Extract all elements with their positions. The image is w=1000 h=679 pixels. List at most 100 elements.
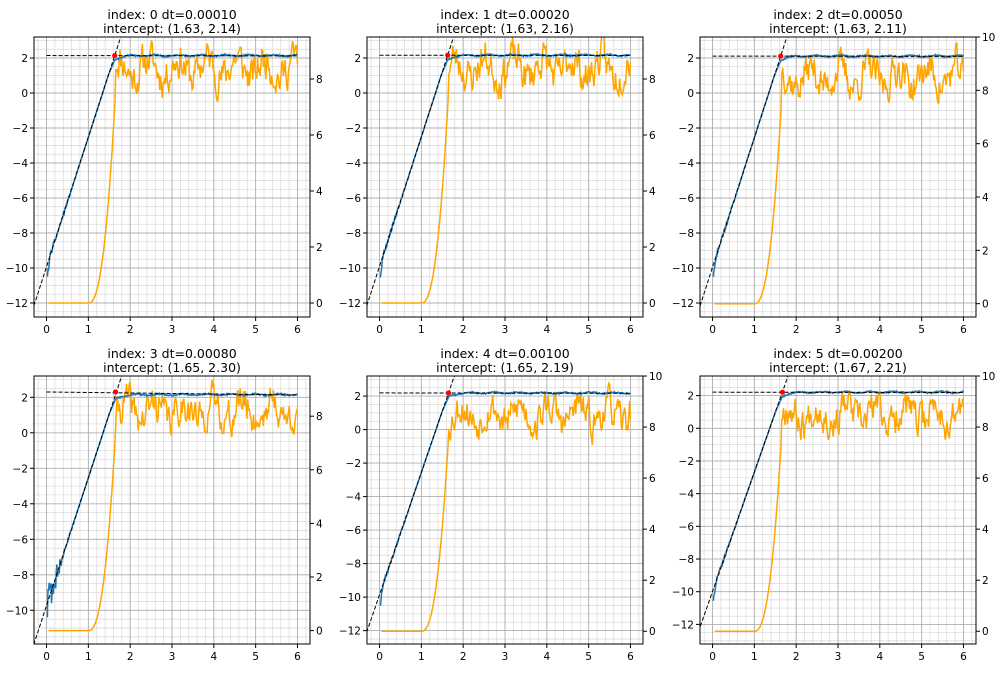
y-tick-label: −10	[6, 605, 28, 617]
y-tick-label: −2	[346, 458, 361, 470]
x-tick-label: 2	[793, 651, 800, 663]
x-tick-label: 1	[418, 324, 425, 336]
y-tick-label: −6	[679, 193, 695, 205]
y-axis-left: 2 0 −2 −4 −6 −8 −10 −12	[339, 391, 367, 638]
y-tick-label: −4	[346, 492, 362, 504]
x-tick-label: 1	[85, 651, 92, 663]
y-tick-label: −12	[6, 298, 28, 310]
series-orange-line	[381, 380, 632, 632]
subplot-subtitle: intercept: (1.63, 2.11)	[769, 21, 907, 36]
y-right-tick-label: 0	[982, 626, 989, 638]
x-tick-label: 5	[252, 324, 259, 336]
intercept-point	[445, 390, 452, 396]
y-tick-label: −12	[672, 298, 694, 310]
y-tick-label: −2	[13, 123, 28, 135]
y-tick-label: −10	[672, 587, 694, 599]
y-axis-right: 0 2 4 6 8 10	[643, 371, 662, 638]
x-tick-label: 3	[835, 324, 842, 336]
x-tick-label: 3	[502, 324, 509, 336]
fit-slope-line	[367, 37, 455, 307]
y-right-tick-label: 2	[982, 245, 989, 257]
subplot-title: index: 5 dt=0.00200	[773, 346, 902, 361]
x-tick-label: 4	[210, 324, 217, 336]
y-right-tick-label: 8	[316, 411, 323, 423]
x-tick-label: 6	[960, 324, 967, 336]
x-tick-label: 0	[43, 651, 50, 663]
y-axis-right: 0 2 4 6 8 10	[976, 32, 995, 311]
x-tick-label: 2	[460, 651, 467, 663]
subplot-2: 0 1 2 3 4 5 6 2 0 −2 −4 −6 −8 −10 −12 0 2 4 6 8 10 index: 2 d…	[672, 7, 996, 336]
subplot-subtitle: intercept: (1.63, 2.14)	[103, 21, 241, 36]
x-tick-label: 1	[85, 324, 92, 336]
y-axis-right: 0 2 4 6 8	[310, 74, 323, 310]
y-tick-label: 2	[687, 53, 694, 65]
x-tick-label: 5	[252, 651, 259, 663]
series-orange-line	[48, 40, 299, 304]
y-right-tick-label: 4	[982, 192, 989, 204]
y-tick-label: 0	[21, 88, 28, 100]
x-tick-label: 3	[169, 324, 176, 336]
grid	[34, 37, 310, 317]
y-axis-left: 2 0 −2 −4 −6 −8 −10	[6, 392, 34, 617]
fit-slope-line	[700, 376, 789, 629]
subplot-title: index: 1 dt=0.00020	[440, 7, 569, 22]
intercept-point	[112, 52, 118, 59]
y-tick-label: −10	[339, 263, 361, 275]
x-tick-label: 6	[627, 324, 634, 336]
y-tick-label: 0	[687, 423, 694, 435]
y-axis-left: 2 0 −2 −4 −6 −8 −10 −12	[672, 391, 700, 631]
fit-slope-line	[34, 37, 122, 308]
subplot-4: 0 1 2 3 4 5 6 2 0 −2 −4 −6 −8 −10 −12 0 2 4 6 8 10 index: 4 d…	[339, 346, 663, 663]
y-tick-label: 2	[354, 53, 361, 65]
y-tick-label: 2	[687, 391, 694, 403]
y-right-tick-label: 10	[982, 371, 995, 383]
y-right-tick-label: 8	[649, 422, 656, 434]
y-right-tick-label: 6	[982, 139, 989, 151]
y-tick-label: −4	[679, 489, 695, 501]
x-axis: 0 1 2 3 4 5 6	[709, 644, 967, 663]
subplot-1: 0 1 2 3 4 5 6 2 0 −2 −4 −6 −8 −10 −12 0 2 4 6 8 index: 1 dt=…	[339, 7, 656, 336]
x-tick-label: 4	[543, 651, 550, 663]
x-tick-label: 6	[960, 651, 967, 663]
y-tick-label: −12	[339, 626, 361, 638]
y-right-tick-label: 0	[649, 626, 656, 638]
x-tick-label: 0	[709, 651, 716, 663]
x-tick-label: 2	[127, 651, 134, 663]
x-tick-label: 0	[376, 324, 383, 336]
x-tick-label: 3	[502, 651, 509, 663]
subplot-title: index: 3 dt=0.00080	[107, 346, 236, 361]
subplot-subtitle: intercept: (1.65, 2.19)	[436, 360, 574, 375]
intercept-point	[112, 389, 119, 395]
x-axis: 0 1 2 3 4 5 6	[43, 644, 301, 663]
y-tick-label: −4	[13, 158, 29, 170]
subplot-5: 0 1 2 3 4 5 6 2 0 −2 −4 −6 −8 −10 −12 0 2 4 6 8 10 index: 5 d…	[672, 346, 996, 663]
y-right-tick-label: 8	[316, 74, 323, 86]
y-axis-right: 0 2 4 6 8	[643, 74, 656, 310]
y-tick-label: −8	[679, 228, 694, 240]
y-tick-label: 0	[354, 425, 361, 437]
series-orange-line	[714, 42, 965, 305]
series-blue-line	[712, 52, 965, 277]
y-tick-label: −2	[13, 463, 28, 475]
plot-area	[367, 376, 632, 633]
plot-area	[34, 376, 299, 644]
x-tick-label: 1	[418, 651, 425, 663]
y-right-tick-label: 0	[316, 626, 323, 638]
series-orange-line	[714, 390, 965, 632]
subplot-3: 0 1 2 3 4 5 6 2 0 −2 −4 −6 −8 −10 0 2 4 6 8 index: 3 dt=0.0…	[6, 346, 323, 663]
y-right-tick-label: 6	[316, 465, 323, 477]
y-right-tick-label: 8	[982, 422, 989, 434]
y-tick-label: −2	[346, 123, 361, 135]
plot-area	[367, 37, 632, 307]
series-orange-line	[381, 37, 632, 304]
y-tick-label: −2	[679, 456, 694, 468]
y-tick-label: −4	[13, 499, 29, 511]
y-right-tick-label: 8	[649, 74, 656, 86]
y-tick-label: 0	[354, 88, 361, 100]
x-axis: 0 1 2 3 4 5 6	[709, 317, 967, 336]
x-tick-label: 6	[294, 651, 301, 663]
x-tick-label: 5	[585, 324, 592, 336]
x-tick-label: 4	[543, 324, 550, 336]
fit-slope-line	[700, 37, 788, 308]
